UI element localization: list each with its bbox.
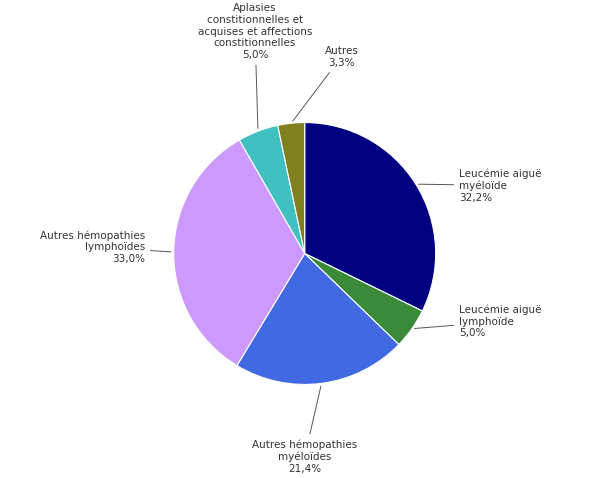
Wedge shape: [237, 253, 399, 384]
Text: Leucémie aiguë
myéloïde
32,2%: Leucémie aiguë myéloïde 32,2%: [419, 168, 542, 203]
Text: Autres hémopathies
myéloïdes
21,4%: Autres hémopathies myéloïdes 21,4%: [252, 386, 358, 474]
Text: Autres hémopathies
lymphoïdes
33,0%: Autres hémopathies lymphoïdes 33,0%: [40, 230, 171, 264]
Wedge shape: [305, 253, 422, 345]
Wedge shape: [239, 125, 305, 253]
Wedge shape: [278, 122, 305, 253]
Wedge shape: [305, 122, 435, 311]
Wedge shape: [174, 140, 305, 366]
Text: Leucémie aiguë
lymphoïde
5,0%: Leucémie aiguë lymphoïde 5,0%: [415, 305, 542, 338]
Text: Autres
3,3%: Autres 3,3%: [293, 46, 358, 121]
Text: Aplasies
constitionnelles et
acquises et affections
constitionnelles
5,0%: Aplasies constitionnelles et acquises et…: [198, 3, 312, 129]
